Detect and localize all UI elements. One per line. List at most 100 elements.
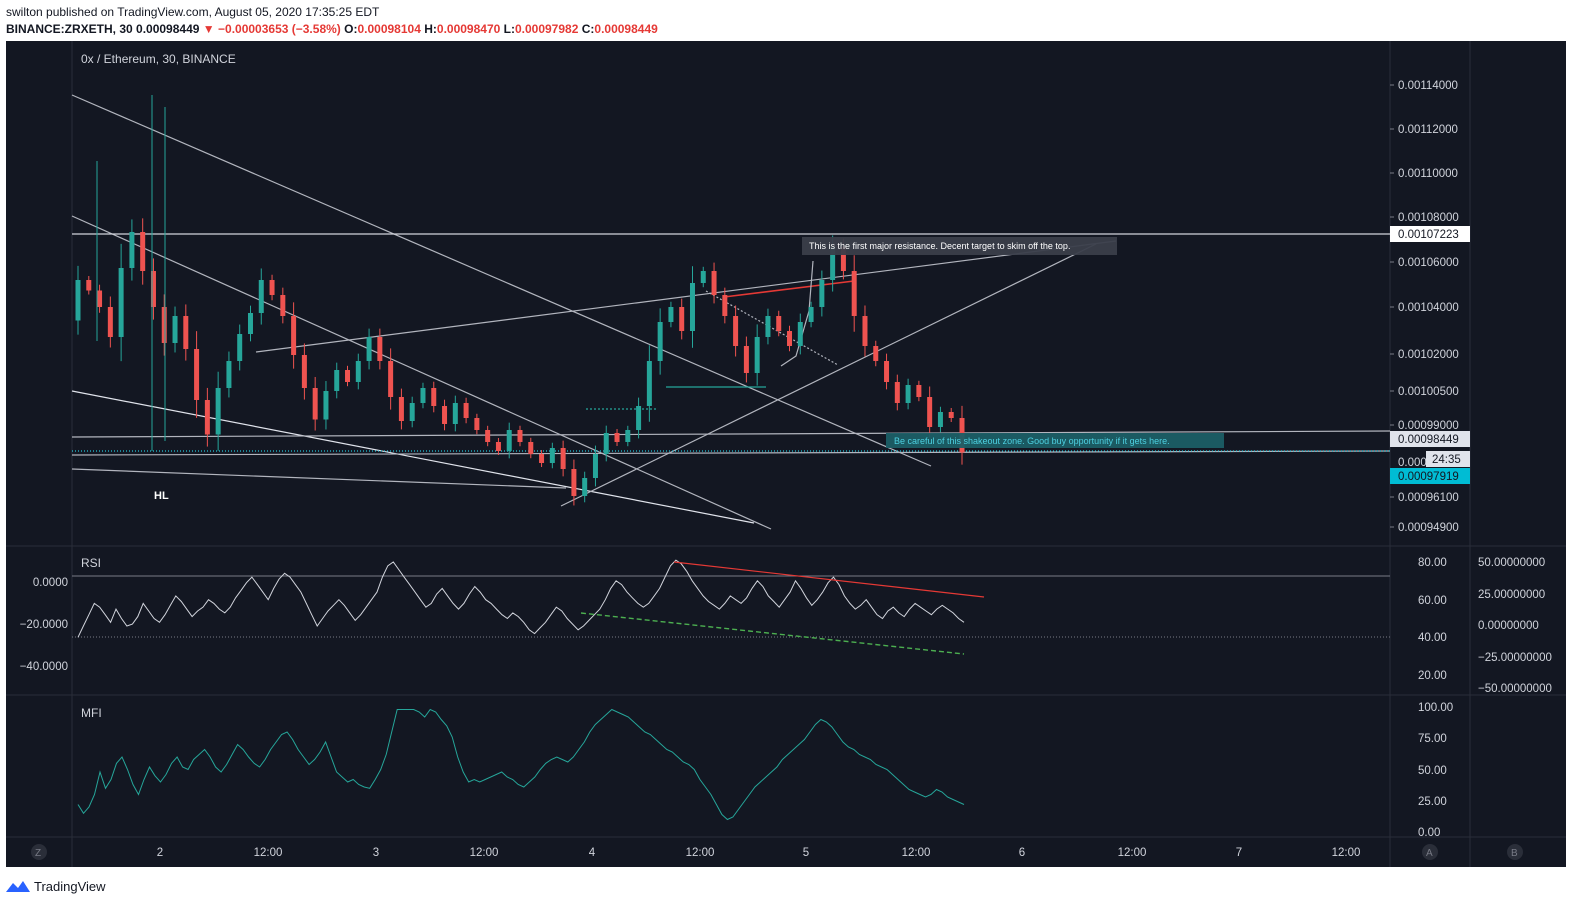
candle-body[interactable] bbox=[334, 370, 340, 391]
candle-body[interactable] bbox=[269, 280, 275, 295]
candle-body[interactable] bbox=[409, 403, 415, 421]
candle-body[interactable] bbox=[700, 271, 706, 283]
candle-body[interactable] bbox=[377, 337, 383, 361]
hl-label[interactable]: HL bbox=[154, 490, 169, 502]
candle-body[interactable] bbox=[894, 382, 900, 403]
time-axis[interactable]: 2 12:00 3 12:00 4 12:00 5 12:00 6 12:00 7 12:00 bbox=[157, 847, 1361, 859]
rsi-axis[interactable]: 80.00 60.00 40.00 20.00 0.0000 −20.0000 −40.00… bbox=[20, 557, 1552, 695]
rsi-panel[interactable]: RSI 80.00 60.00 40.00 20.00 0.0000 −20.0000 −4… bbox=[20, 556, 1552, 695]
candle-body[interactable] bbox=[86, 280, 92, 291]
projection-path[interactable] bbox=[780, 260, 814, 367]
rsi-green-divergence[interactable] bbox=[580, 612, 965, 655]
candle-body[interactable] bbox=[161, 307, 167, 343]
candle-body[interactable] bbox=[905, 385, 911, 403]
candle-body[interactable] bbox=[140, 232, 146, 271]
candle-body[interactable] bbox=[582, 478, 588, 496]
candle-body[interactable] bbox=[733, 316, 739, 346]
candle-body[interactable] bbox=[388, 361, 394, 397]
candle-body[interactable] bbox=[150, 271, 156, 307]
rsi-red-divergence[interactable] bbox=[673, 561, 985, 598]
chart-area[interactable]: 0.00114000 0.00112000 0.00110000 0.00108000… bbox=[6, 41, 1566, 867]
support-line[interactable] bbox=[71, 450, 1391, 456]
candle-body[interactable] bbox=[657, 322, 663, 361]
trend-line[interactable] bbox=[71, 390, 755, 524]
candle-body[interactable] bbox=[689, 283, 695, 331]
z-button[interactable] bbox=[31, 844, 47, 860]
candle-body[interactable] bbox=[851, 271, 857, 316]
candle-body[interactable] bbox=[937, 412, 943, 427]
candle-body[interactable] bbox=[463, 403, 469, 418]
candle-body[interactable] bbox=[873, 346, 879, 361]
candle-body[interactable] bbox=[549, 448, 555, 463]
trend-line[interactable] bbox=[71, 468, 567, 489]
candle-body[interactable] bbox=[787, 331, 793, 346]
candle-body[interactable] bbox=[614, 433, 620, 442]
candle-body[interactable] bbox=[819, 280, 825, 307]
candle-body[interactable] bbox=[884, 361, 890, 382]
trend-line[interactable] bbox=[71, 215, 772, 530]
shakeout-note[interactable]: Be careful of this shakeout zone. Good b… bbox=[894, 436, 1170, 446]
candle-body[interactable] bbox=[75, 280, 81, 321]
candle-body[interactable] bbox=[172, 316, 178, 343]
candle-body[interactable] bbox=[280, 295, 286, 316]
candle-body[interactable] bbox=[194, 349, 200, 400]
candle-body[interactable] bbox=[291, 316, 297, 355]
candle-body[interactable] bbox=[420, 388, 426, 403]
resistance-note[interactable]: This is the first major resistance. Dece… bbox=[809, 241, 1070, 251]
candle-body[interactable] bbox=[797, 322, 803, 346]
candle-body[interactable] bbox=[107, 307, 113, 337]
a-button-label[interactable]: A bbox=[1426, 848, 1433, 859]
candle-body[interactable] bbox=[560, 448, 566, 469]
candle-body[interactable] bbox=[711, 271, 717, 295]
candle-body[interactable] bbox=[345, 370, 351, 382]
candle-body[interactable] bbox=[183, 316, 189, 349]
tradingview-logo-icon[interactable] bbox=[6, 879, 30, 893]
footer[interactable]: TradingView bbox=[6, 872, 106, 900]
candle-body[interactable] bbox=[646, 361, 652, 406]
candle-body[interactable] bbox=[862, 316, 868, 346]
trend-line[interactable] bbox=[560, 243, 1097, 507]
candle-body[interactable] bbox=[323, 391, 329, 420]
chart-svg[interactable]: 0.00114000 0.00112000 0.00110000 0.00108000… bbox=[6, 41, 1566, 867]
trend-line[interactable] bbox=[71, 94, 932, 467]
candle-body[interactable] bbox=[258, 280, 264, 313]
price-axis[interactable]: 0.00114000 0.00112000 0.00110000 0.00108000… bbox=[1390, 80, 1459, 534]
candle-body[interactable] bbox=[517, 430, 523, 442]
candle-body[interactable] bbox=[237, 334, 243, 361]
a-button[interactable] bbox=[1422, 844, 1438, 860]
candle-body[interactable] bbox=[247, 313, 253, 334]
candle-body[interactable] bbox=[442, 406, 448, 424]
brand-name[interactable]: TradingView bbox=[34, 878, 106, 894]
candle-body[interactable] bbox=[603, 433, 609, 454]
shakeout-note-box[interactable] bbox=[886, 433, 1224, 448]
candle-body[interactable] bbox=[485, 430, 491, 442]
candle-body[interactable] bbox=[668, 307, 674, 322]
trend-lines[interactable] bbox=[71, 94, 1391, 530]
candle-body[interactable] bbox=[625, 430, 631, 442]
candle-body[interactable] bbox=[592, 454, 598, 478]
candle-body[interactable] bbox=[215, 388, 221, 435]
candle-body[interactable] bbox=[452, 403, 458, 424]
candle-body[interactable] bbox=[97, 290, 103, 308]
candle-body[interactable] bbox=[765, 316, 771, 337]
trend-line[interactable] bbox=[255, 240, 1117, 353]
candle-body[interactable] bbox=[204, 400, 210, 435]
z-button-label[interactable]: Z bbox=[35, 848, 41, 859]
candle-body[interactable] bbox=[226, 361, 232, 388]
candle-body[interactable] bbox=[679, 307, 685, 331]
candle-body[interactable] bbox=[722, 295, 728, 316]
candle-body[interactable] bbox=[301, 355, 307, 388]
candle-body[interactable] bbox=[571, 469, 577, 496]
candle-body[interactable] bbox=[431, 388, 437, 406]
candle-body[interactable] bbox=[636, 406, 642, 430]
candle-body[interactable] bbox=[743, 346, 749, 373]
dotted-trend[interactable] bbox=[705, 290, 839, 366]
axis-buttons[interactable]: Z A B bbox=[31, 844, 1523, 860]
candle-body[interactable] bbox=[495, 442, 501, 451]
candles-group[interactable] bbox=[75, 95, 965, 506]
candle-body[interactable] bbox=[754, 337, 760, 373]
candle-body[interactable] bbox=[312, 388, 318, 420]
candle-body[interactable] bbox=[118, 268, 124, 337]
candle-body[interactable] bbox=[506, 430, 512, 451]
mfi-line[interactable] bbox=[77, 708, 965, 821]
